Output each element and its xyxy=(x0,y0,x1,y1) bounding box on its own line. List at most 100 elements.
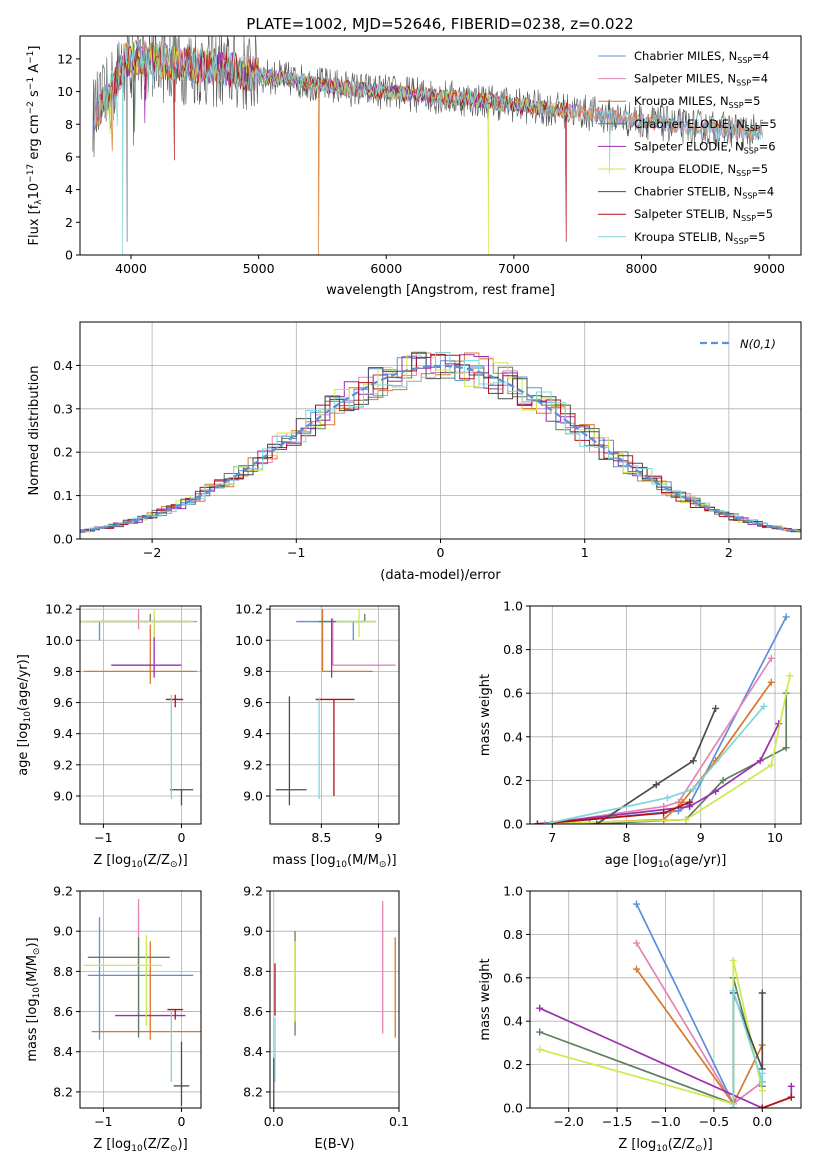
legend-label-normal: N(0,1) xyxy=(740,337,776,351)
weight-line-chabrier-stelib xyxy=(732,992,764,1108)
y-tick-label: 0.6 xyxy=(503,970,523,985)
y-tick-label: 1.0 xyxy=(503,599,523,614)
y-tick-label: 9.6 xyxy=(243,695,263,710)
y-tick-label: 0.1 xyxy=(53,488,73,503)
x-tick-label: −1 xyxy=(287,545,305,560)
y-tick-label: 9.0 xyxy=(53,924,73,939)
plot-area xyxy=(80,891,201,1108)
y-tick-label: 8.4 xyxy=(53,1044,73,1059)
y-tick-label: 9.8 xyxy=(243,664,263,679)
y-tick-label: 9.0 xyxy=(53,788,73,803)
axes-frame xyxy=(79,605,202,825)
plot-area xyxy=(270,891,399,1108)
weight-marker xyxy=(632,965,640,973)
weight-marker xyxy=(756,757,764,765)
y-axis-label: age [log10(age/yr)] xyxy=(16,654,33,776)
y-axis-label: Flux [fλ10−17 erg cm−2 s−1 A−1] xyxy=(26,46,44,246)
x-axis-label: Z [log10(Z/Z⊙)] xyxy=(93,1137,187,1154)
plot-area xyxy=(92,36,763,255)
y-tick-label: 9.0 xyxy=(243,924,263,939)
y-tick-label: 10.0 xyxy=(45,633,73,648)
weight-marker xyxy=(758,1069,766,1077)
x-axis-label: (data-model)/error xyxy=(380,568,501,583)
y-tick-label: 0.2 xyxy=(53,445,73,460)
y-tick-label: 0.0 xyxy=(53,532,73,547)
weight-marker xyxy=(536,1045,544,1053)
legend-label: Salpeter ELODIE, NSSP=6 xyxy=(634,139,776,155)
axes-frame xyxy=(269,605,400,825)
weight-marker xyxy=(758,1078,766,1086)
weight-marker xyxy=(767,761,775,769)
panel-age-vs-mass: 8.5 9 9.0 9.2 9.4 9.6 9.8 10.0 10.2 mass [log10(M… xyxy=(235,602,400,870)
weight-marker xyxy=(686,798,694,806)
plot-area xyxy=(530,891,801,1108)
weight-marker xyxy=(536,1028,544,1036)
axes-frame xyxy=(269,890,400,1109)
weight-line-kroupa-miles xyxy=(635,968,764,1106)
x-tick-label: −1.0 xyxy=(650,1114,680,1129)
panel-weight-vs-age: 7 8 9 10 0.0 0.2 0.4 0.6 0.8 1.0 age [log10(age/yr… xyxy=(478,599,802,870)
plot-area xyxy=(80,322,801,539)
y-axis-label: Normed distribution xyxy=(27,366,42,496)
weight-marker xyxy=(689,757,697,765)
legend-label: Chabrier MILES, NSSP=4 xyxy=(634,49,769,65)
y-tick-label: 0.4 xyxy=(53,358,73,373)
x-tick-label: 7000 xyxy=(498,261,530,276)
weight-marker xyxy=(660,809,668,817)
weight-marker xyxy=(541,820,549,824)
x-axis-label: mass [log10(M/M⊙)] xyxy=(272,853,396,870)
weight-line-kroupa-elodie xyxy=(537,675,791,824)
y-tick-label: 9.2 xyxy=(53,757,73,772)
spectrum-line-salpeter-stelib xyxy=(99,40,568,242)
x-tick-label: 0.1 xyxy=(389,1114,409,1129)
x-tick-label: −2.0 xyxy=(554,1114,584,1129)
weight-marker xyxy=(536,1004,544,1012)
normal-reference-curve xyxy=(80,364,801,533)
y-tick-label: 0.2 xyxy=(503,773,523,788)
x-tick-label: 7 xyxy=(548,830,556,845)
x-axis-label: Z [log10(Z/Z⊙)] xyxy=(618,1137,712,1154)
weight-marker xyxy=(782,744,790,752)
y-tick-label: 0.0 xyxy=(503,1101,523,1116)
legend-label: Kroupa ELODIE, NSSP=5 xyxy=(634,162,768,178)
y-tick-label: 8.8 xyxy=(53,964,73,979)
y-tick-label: 10.2 xyxy=(45,602,73,617)
y-tick-label: 9.4 xyxy=(243,726,263,741)
y-tick-label: 9.4 xyxy=(53,726,73,741)
y-tick-label: 8.8 xyxy=(243,964,263,979)
y-tick-label: 0.0 xyxy=(503,817,523,832)
x-tick-label: 9 xyxy=(697,830,705,845)
y-tick-label: 8.4 xyxy=(243,1044,263,1059)
x-tick-label: −1 xyxy=(94,1114,112,1129)
legend-label: Chabrier STELIB, NSSP=4 xyxy=(634,185,774,201)
panel-weight-vs-metallicity: −2.0 −1.5 −1.0 −0.5 0.0 0.0 0.2 0.4 0.6 0.8 1.0 Z [… xyxy=(478,884,802,1154)
x-tick-label: 6000 xyxy=(370,261,402,276)
x-tick-label: 9 xyxy=(374,830,382,845)
weight-marker xyxy=(767,654,775,662)
weight-marker xyxy=(663,794,671,802)
legend-label: Chabrier ELODIE, NSSP=5 xyxy=(634,117,777,133)
weight-marker xyxy=(758,989,766,997)
y-tick-label: 2 xyxy=(65,215,73,230)
weight-marker xyxy=(782,613,790,621)
y-tick-label: 0.6 xyxy=(503,686,523,701)
weight-marker xyxy=(758,1087,766,1095)
panel-residuals: −2 −1 0 1 2 0.0 0.1 0.2 0.3 0.4 N(0,1) (data-model)… xyxy=(27,321,802,583)
weight-line-chabrier-miles xyxy=(544,616,787,824)
y-axis-label: mass weight xyxy=(478,674,493,756)
weight-marker xyxy=(652,781,660,789)
y-tick-label: 9.8 xyxy=(53,664,73,679)
legend-label: Salpeter STELIB, NSSP=5 xyxy=(634,207,773,223)
y-tick-label: 4 xyxy=(65,182,73,197)
weight-line-chabrier-stelib xyxy=(596,708,717,824)
y-tick-label: 0.4 xyxy=(503,729,523,744)
y-tick-label: 9.6 xyxy=(53,695,73,710)
panel-mass-vs-metallicity: −1 0 8.2 8.4 8.6 8.8 9.0 9.2 Z [log10(Z/Z⊙)] mass… xyxy=(25,884,202,1154)
x-tick-label: −2 xyxy=(143,545,161,560)
x-axis-label: Z [log10(Z/Z⊙)] xyxy=(93,853,187,870)
x-tick-label: 0 xyxy=(178,830,186,845)
x-tick-label: −1.5 xyxy=(602,1114,632,1129)
y-tick-label: 9.0 xyxy=(243,788,263,803)
y-tick-label: 8.6 xyxy=(53,1004,73,1019)
x-tick-label: 8 xyxy=(623,830,631,845)
